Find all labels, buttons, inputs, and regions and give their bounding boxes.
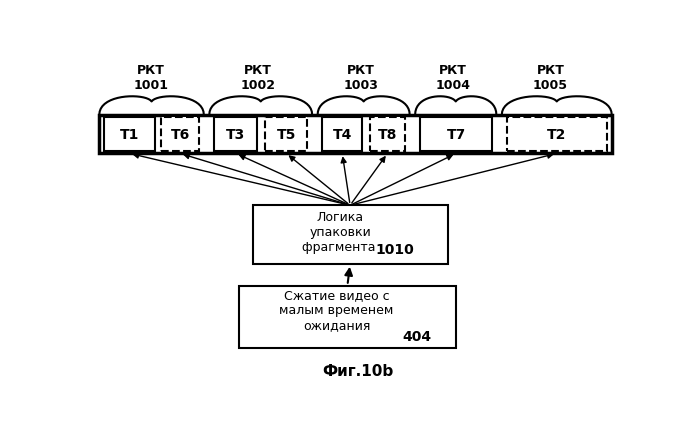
Text: Сжатие видео с
малым временем
ожидания: Сжатие видео с малым временем ожидания bbox=[280, 288, 394, 331]
Bar bbox=[252, 206, 447, 264]
Text: T8: T8 bbox=[377, 128, 397, 142]
Bar bbox=[161, 118, 199, 152]
Text: РКТ
1004: РКТ 1004 bbox=[435, 64, 470, 92]
Text: T1: T1 bbox=[120, 128, 139, 142]
Text: T4: T4 bbox=[333, 128, 352, 142]
Text: Фиг.10b: Фиг.10b bbox=[323, 363, 394, 378]
Bar bbox=[99, 115, 612, 154]
Text: T6: T6 bbox=[171, 128, 189, 142]
Text: 1010: 1010 bbox=[375, 243, 415, 256]
Bar bbox=[420, 118, 492, 152]
Text: T2: T2 bbox=[547, 128, 566, 142]
Bar bbox=[239, 286, 456, 348]
Text: РКТ
1001: РКТ 1001 bbox=[134, 64, 168, 92]
Bar bbox=[322, 118, 362, 152]
Text: T7: T7 bbox=[447, 128, 466, 142]
Bar bbox=[214, 118, 257, 152]
Bar bbox=[370, 118, 405, 152]
Text: 404: 404 bbox=[402, 330, 431, 344]
Text: РКТ
1002: РКТ 1002 bbox=[240, 64, 275, 92]
Text: T5: T5 bbox=[277, 128, 296, 142]
Text: Логика
упаковки
фрагмента: Логика упаковки фрагмента bbox=[301, 210, 379, 253]
Bar bbox=[265, 118, 308, 152]
Text: РКТ
1003: РКТ 1003 bbox=[343, 64, 378, 92]
Bar bbox=[104, 118, 154, 152]
Text: РКТ
1005: РКТ 1005 bbox=[533, 64, 568, 92]
Bar bbox=[507, 118, 607, 152]
Text: T3: T3 bbox=[226, 128, 245, 142]
